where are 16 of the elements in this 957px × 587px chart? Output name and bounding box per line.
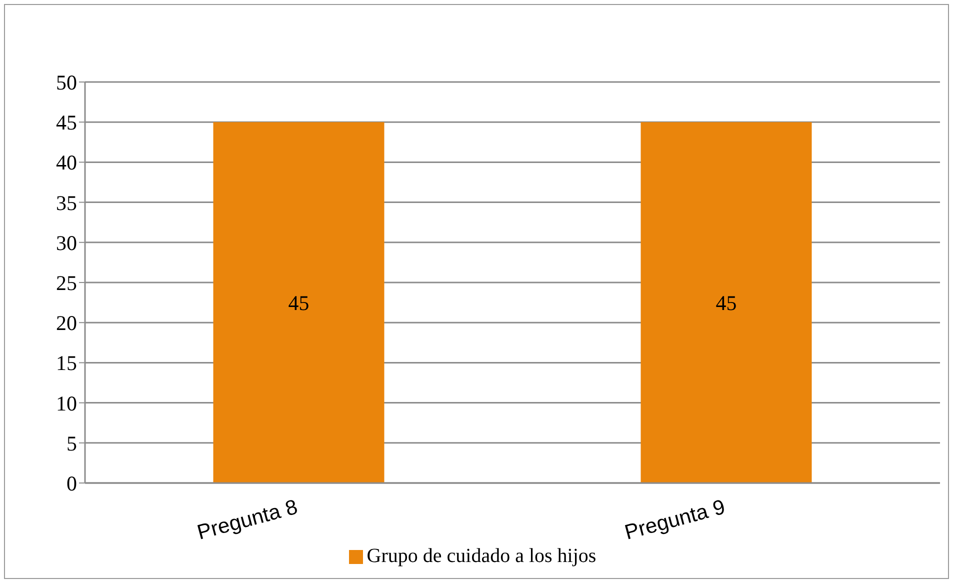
y-tick-label: 50 <box>56 70 77 94</box>
y-tick-label: 0 <box>66 471 77 496</box>
y-tick-label: 45 <box>56 110 77 135</box>
y-tick-label: 5 <box>66 431 77 456</box>
x-tick-label: Pregunta 8 <box>194 496 300 544</box>
x-tick-label: Pregunta 9 <box>622 496 728 544</box>
data-label: 45 <box>288 291 310 316</box>
y-tick-label: 20 <box>56 311 77 336</box>
y-tick-label: 25 <box>56 270 77 295</box>
y-tick-label: 40 <box>56 150 77 175</box>
y-tick-label: 15 <box>56 351 77 376</box>
y-tick-label: 10 <box>56 391 77 416</box>
legend-label: Grupo de cuidado a los hijos <box>366 545 596 568</box>
y-tick-label: 30 <box>56 230 77 255</box>
data-label: 45 <box>716 291 737 316</box>
y-tick-label: 35 <box>56 190 77 215</box>
